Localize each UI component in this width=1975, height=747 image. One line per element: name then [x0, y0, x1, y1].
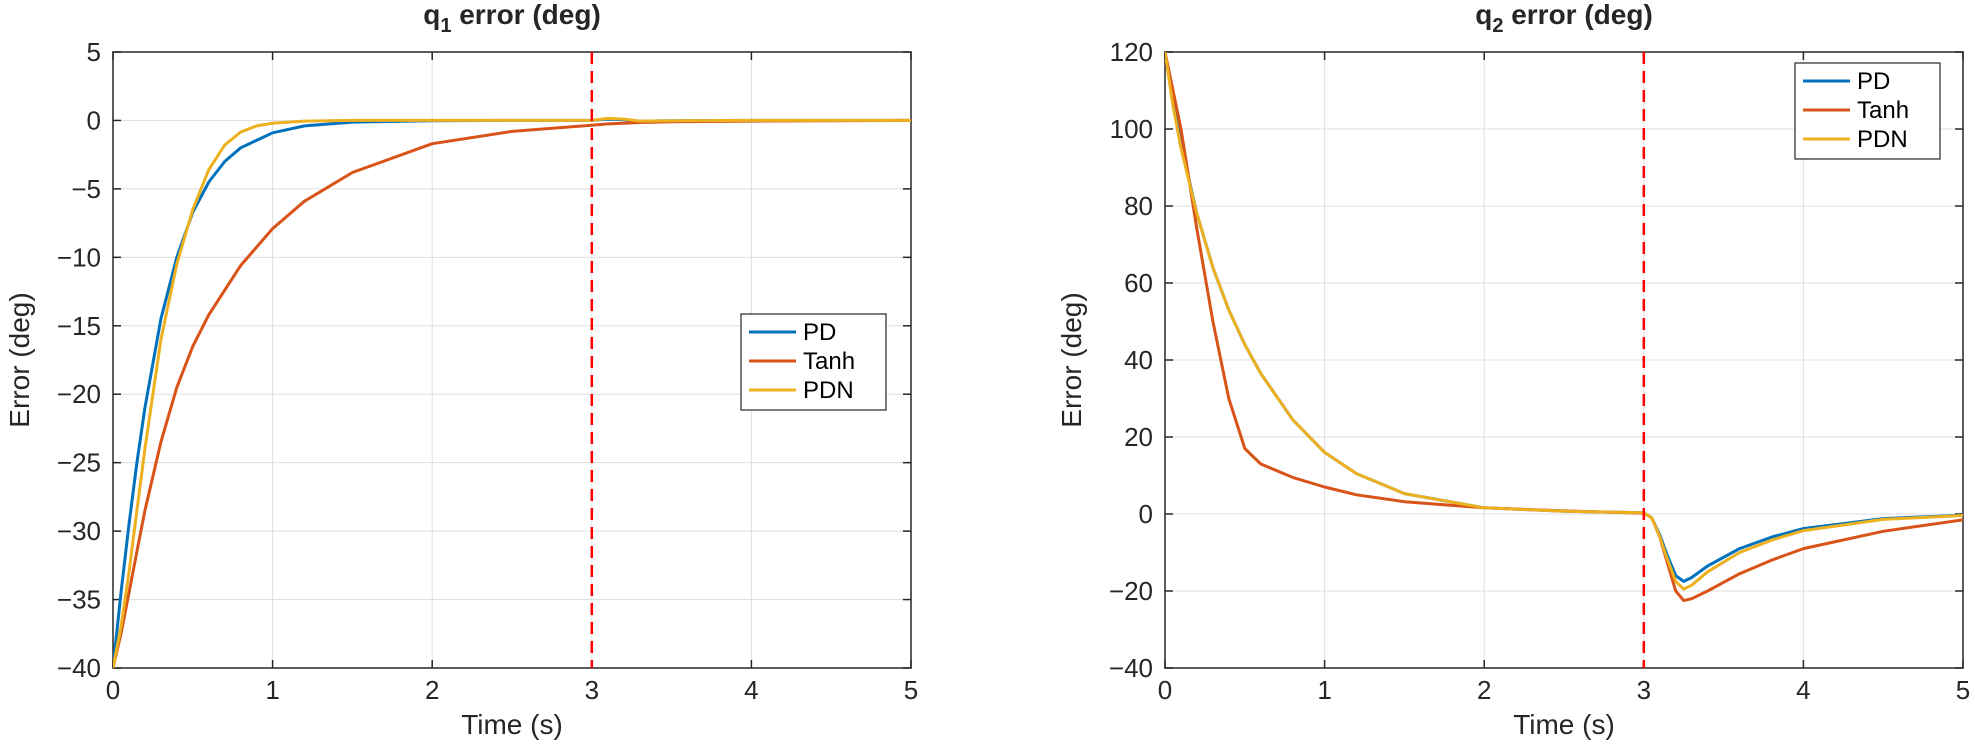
x-tick-label: 3 — [585, 675, 599, 705]
y-tick-label: 60 — [1124, 268, 1153, 298]
y-tick-label: −30 — [57, 516, 101, 546]
title-subscript: 1 — [440, 15, 451, 37]
y-tick-label: 0 — [87, 105, 101, 135]
y-tick-label: 100 — [1110, 114, 1153, 144]
series-line-pdn — [113, 116, 911, 668]
y-tick-label: −40 — [57, 653, 101, 683]
title-main: q — [423, 0, 440, 30]
title-subscript: 2 — [1492, 15, 1503, 37]
legend-label-pd: PD — [803, 319, 836, 346]
title-main: q — [1475, 0, 1492, 30]
y-tick-label: −40 — [1109, 653, 1153, 683]
y-tick-label: 20 — [1124, 422, 1153, 452]
chart-title: q1 error (deg) — [423, 0, 601, 37]
y-tick-label: −5 — [71, 174, 101, 204]
y-tick-label: −15 — [57, 311, 101, 341]
x-tick-label: 1 — [265, 675, 279, 705]
y-tick-label: −25 — [57, 448, 101, 478]
y-tick-label: −35 — [57, 585, 101, 615]
series-line-pdn — [1165, 52, 1963, 591]
y-tick-label: 0 — [1139, 499, 1153, 529]
y-tick-label: −10 — [57, 242, 101, 272]
legend-label-pdn: PDN — [1857, 126, 1908, 153]
y-tick-label: 40 — [1124, 345, 1153, 375]
y-axis-label: Error (deg) — [4, 292, 35, 427]
x-tick-label: 5 — [1956, 675, 1970, 705]
x-tick-label: 0 — [106, 675, 120, 705]
y-tick-label: 5 — [87, 37, 101, 67]
x-tick-label: 0 — [1158, 675, 1172, 705]
x-tick-label: 2 — [1477, 675, 1491, 705]
x-tick-label: 1 — [1317, 675, 1331, 705]
y-tick-label: 120 — [1110, 37, 1153, 67]
y-axis-label: Error (deg) — [1056, 292, 1087, 427]
axes-box — [112, 51, 912, 669]
y-tick-label: 80 — [1124, 191, 1153, 221]
y-tick-label: −20 — [1109, 576, 1153, 606]
legend-label-pdn: PDN — [803, 377, 854, 404]
legend-label-tanh: Tanh — [1857, 97, 1909, 124]
x-tick-label: 2 — [425, 675, 439, 705]
x-tick-label: 4 — [744, 675, 758, 705]
legend-label-pd: PD — [1857, 68, 1890, 95]
chart-title: q2 error (deg) — [1475, 0, 1653, 37]
title-rest: error (deg) — [451, 0, 600, 30]
x-axis-label: Time (s) — [1513, 709, 1615, 740]
x-tick-label: 3 — [1637, 675, 1651, 705]
legend-label-tanh: Tanh — [803, 348, 855, 375]
title-rest: error (deg) — [1503, 0, 1652, 30]
x-tick-label: 5 — [904, 675, 918, 705]
x-tick-label: 4 — [1796, 675, 1810, 705]
x-axis-label: Time (s) — [461, 709, 563, 740]
y-tick-label: −20 — [57, 379, 101, 409]
